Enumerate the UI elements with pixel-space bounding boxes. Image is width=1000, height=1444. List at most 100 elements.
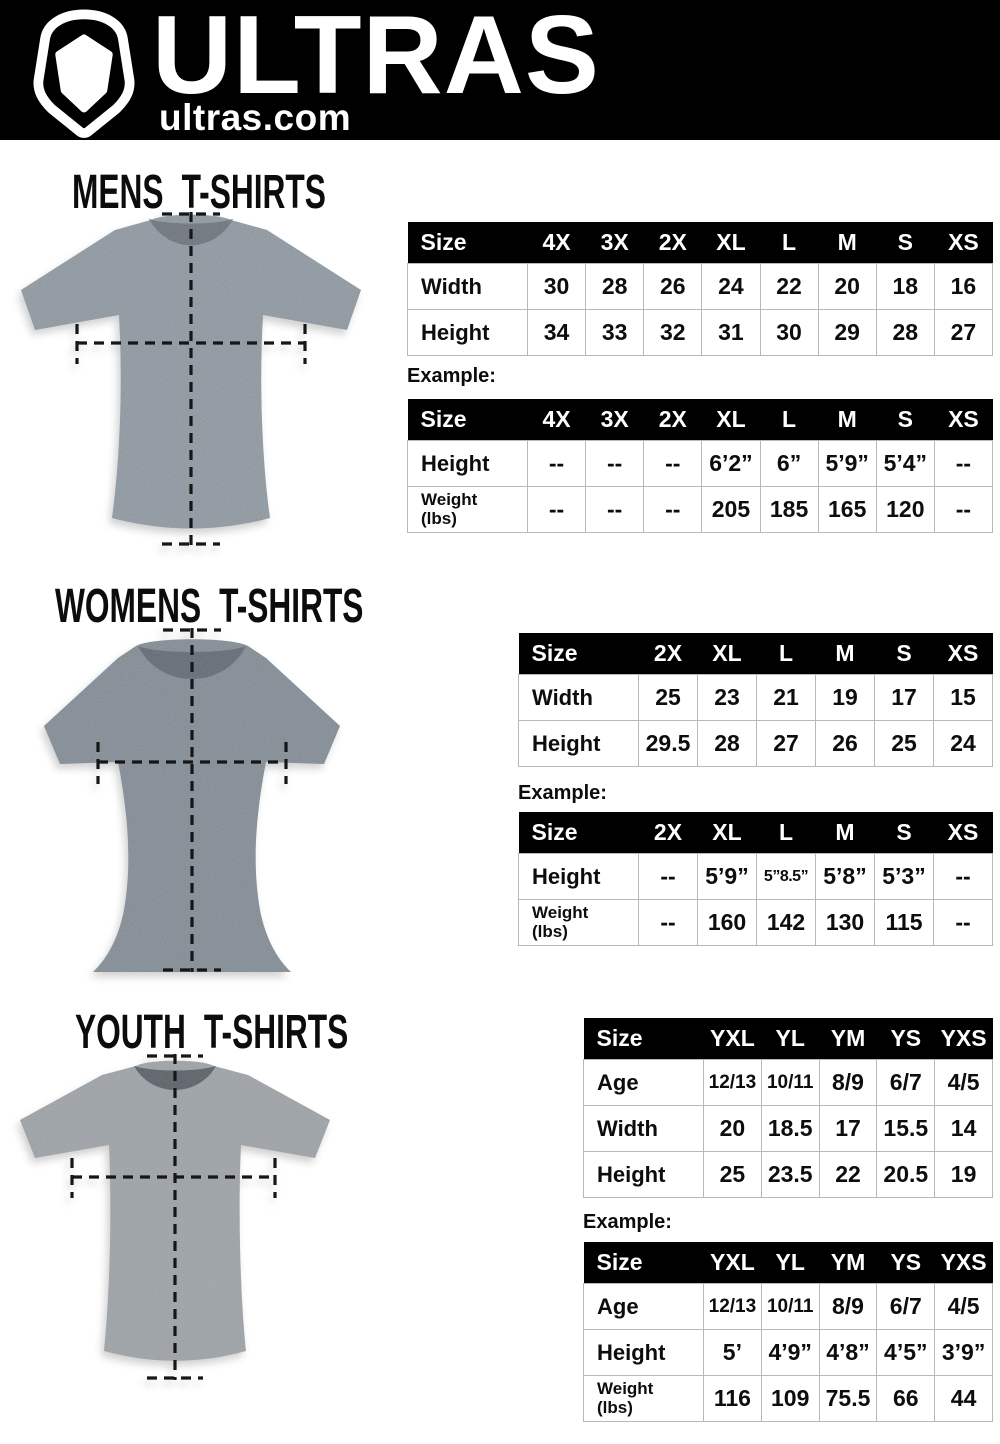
table-row: Width 20 18.5 17 15.5 14 — [583, 1105, 993, 1152]
brand-site-url: ultras.com — [159, 97, 352, 138]
value-cell: 34 — [526, 309, 587, 356]
value-cell: 20 — [703, 1105, 762, 1152]
column-header: YS — [876, 1242, 935, 1284]
column-header: YXL — [703, 1018, 762, 1060]
size-header-cell: Size — [518, 633, 639, 675]
value-cell: 24 — [701, 263, 761, 310]
value-cell: -- — [643, 440, 703, 487]
value-cell: 185 — [759, 486, 819, 533]
size-header-cell: Size — [518, 812, 639, 854]
size-header-cell: Size — [583, 1242, 704, 1284]
row-label: Age — [583, 1283, 704, 1330]
value-cell: 5’9” — [697, 853, 757, 900]
value-cell: 23 — [697, 674, 757, 721]
value-cell: 3’9” — [934, 1329, 993, 1376]
value-cell: 32 — [643, 309, 703, 356]
row-label: Width — [518, 674, 639, 721]
column-header: 4X — [527, 399, 586, 441]
value-cell: 6/7 — [876, 1059, 936, 1106]
value-cell: 16 — [933, 263, 994, 310]
value-cell: -- — [933, 440, 994, 487]
value-cell: 4/5 — [934, 1283, 993, 1330]
section-title-womens: WOMENS T-SHIRTS — [55, 580, 364, 633]
value-cell: 25 — [638, 674, 698, 721]
column-header: M — [818, 399, 877, 441]
section-title-mens: MENS T-SHIRTS — [72, 166, 326, 219]
value-cell: 17 — [874, 674, 934, 721]
value-cell: 33 — [585, 309, 645, 356]
column-header: XL — [701, 222, 760, 264]
value-cell: 5’9” — [817, 440, 877, 487]
column-header: XS — [934, 399, 993, 441]
womens-size-table: Size 2X XL L M S XS Width 25 23 21 19 17 15 Height 29.5… — [518, 633, 993, 767]
mens-tshirt-image — [1, 198, 381, 548]
row-label: Height — [407, 440, 528, 487]
table-row: Height 29.5 28 27 26 25 24 — [518, 720, 993, 767]
value-cell: 109 — [760, 1375, 820, 1422]
value-cell: 8/9 — [818, 1059, 878, 1106]
value-cell: 29 — [817, 309, 877, 356]
column-header: YS — [876, 1018, 935, 1060]
table-row: Age 12/13 10/11 8/9 6/7 4/5 — [583, 1283, 993, 1330]
row-label: Width — [583, 1105, 704, 1152]
womens-example-label: Example: — [518, 782, 607, 804]
value-cell: 5’8” — [815, 853, 875, 900]
column-header: M — [818, 222, 877, 264]
value-cell: 120 — [875, 486, 935, 533]
column-header: 2X — [638, 812, 698, 854]
value-cell: 4/5 — [934, 1059, 993, 1106]
value-cell: 29.5 — [638, 720, 698, 767]
column-header: XS — [933, 633, 993, 675]
column-header: XS — [933, 812, 993, 854]
mens-size-table: Size 4X 3X 2X XL L M S XS Width 30 28 26 24 22 20 18 16 He… — [407, 222, 994, 356]
value-cell: 5’4” — [875, 440, 935, 487]
row-label: Width — [407, 263, 528, 310]
value-cell: 6’2” — [701, 440, 761, 487]
row-label: Height — [407, 309, 528, 356]
table-row: Height 5’ 4’9” 4’8” 4’5” 3’9” — [583, 1329, 993, 1376]
value-cell: 5”8.5” — [756, 853, 816, 900]
column-header: XL — [697, 633, 757, 675]
table-header-row: Size 4X 3X 2X XL L M S XS — [407, 222, 993, 264]
table-header-row: Size 4X 3X 2X XL L M S XS — [407, 399, 993, 441]
value-cell: 20.5 — [876, 1151, 936, 1198]
row-label: Age — [583, 1059, 704, 1106]
value-cell: 26 — [815, 720, 875, 767]
height-measure-line — [162, 212, 220, 546]
value-cell: 142 — [756, 899, 816, 946]
value-cell: -- — [933, 899, 993, 946]
value-cell: -- — [526, 486, 587, 533]
column-header: L — [756, 812, 816, 854]
column-header: 3X — [585, 222, 644, 264]
row-label: Weight (lbs) — [518, 899, 639, 946]
value-cell: 30 — [526, 263, 587, 310]
table-row: Height 34 33 32 31 30 29 28 27 — [407, 309, 994, 356]
row-label: Weight (lbs) — [583, 1375, 704, 1422]
value-cell: 25 — [703, 1151, 762, 1198]
value-cell: 75.5 — [818, 1375, 878, 1422]
value-cell: 6/7 — [876, 1283, 936, 1330]
height-measure-line — [163, 628, 221, 972]
value-cell: 160 — [697, 899, 757, 946]
value-cell: 20 — [817, 263, 877, 310]
value-cell: 130 — [815, 899, 875, 946]
size-header-cell: Size — [407, 222, 528, 264]
value-cell: 15 — [933, 674, 993, 721]
value-cell: -- — [638, 899, 698, 946]
table-row: Weight (lbs) 116 109 75.5 66 44 — [583, 1375, 993, 1422]
table-row: Width 25 23 21 19 17 15 — [518, 674, 993, 721]
value-cell: 165 — [817, 486, 877, 533]
column-header: L — [760, 399, 819, 441]
value-cell: 6” — [759, 440, 819, 487]
youth-size-table: Size YXL YL YM YS YXS Age 12/13 10/11 8/9 6/7 4/5 Wi… — [583, 1018, 993, 1198]
youth-example-label: Example: — [583, 1211, 672, 1233]
table-row: Height -- -- -- 6’2” 6” 5’9” 5’4” -- — [407, 440, 994, 487]
youth-example-table: Size YXL YL YM YS YXS Age 12/13 10/11 8/9 6/7 4/5 He… — [583, 1242, 993, 1422]
table-row: Height 25 23.5 22 20.5 19 — [583, 1151, 993, 1198]
value-cell: 14 — [934, 1105, 993, 1152]
column-header: S — [874, 633, 934, 675]
value-cell: 4’5” — [876, 1329, 936, 1376]
column-header: 4X — [527, 222, 586, 264]
value-cell: 44 — [934, 1375, 993, 1422]
value-cell: 28 — [585, 263, 645, 310]
